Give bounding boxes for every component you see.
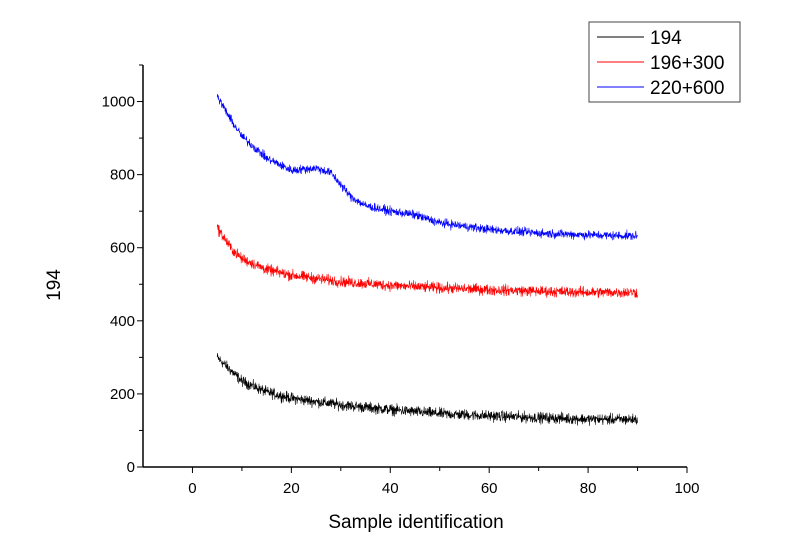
y-tick-label: 0 [127, 459, 135, 476]
y-tick-label: 600 [110, 240, 135, 257]
series-line-194 [216, 353, 638, 426]
y-tick-label: 400 [110, 313, 135, 330]
x-axis-title: Sample identification [328, 512, 503, 533]
x-tick-label: 20 [283, 480, 300, 497]
x-tick-label: 80 [580, 480, 597, 497]
legend-label-0: 194 [650, 28, 682, 49]
y-tick-label: 800 [110, 167, 135, 184]
series-line-220+600 [216, 94, 638, 241]
legend-label-1: 196+300 [650, 53, 725, 74]
y-tick-label: 200 [110, 386, 135, 403]
x-tick-label: 100 [674, 480, 699, 497]
legend: 194 196+300 220+600 [588, 21, 741, 103]
series-line-196+300 [216, 224, 638, 299]
y-tick-label: 1000 [102, 94, 135, 111]
legend-label-2: 220+600 [650, 78, 725, 99]
x-tick-label: 60 [481, 480, 498, 497]
x-tick-label: 40 [382, 480, 399, 497]
x-tick-label: 0 [188, 480, 196, 497]
series-layer [216, 94, 638, 426]
y-axis-title: 194 [44, 269, 65, 301]
